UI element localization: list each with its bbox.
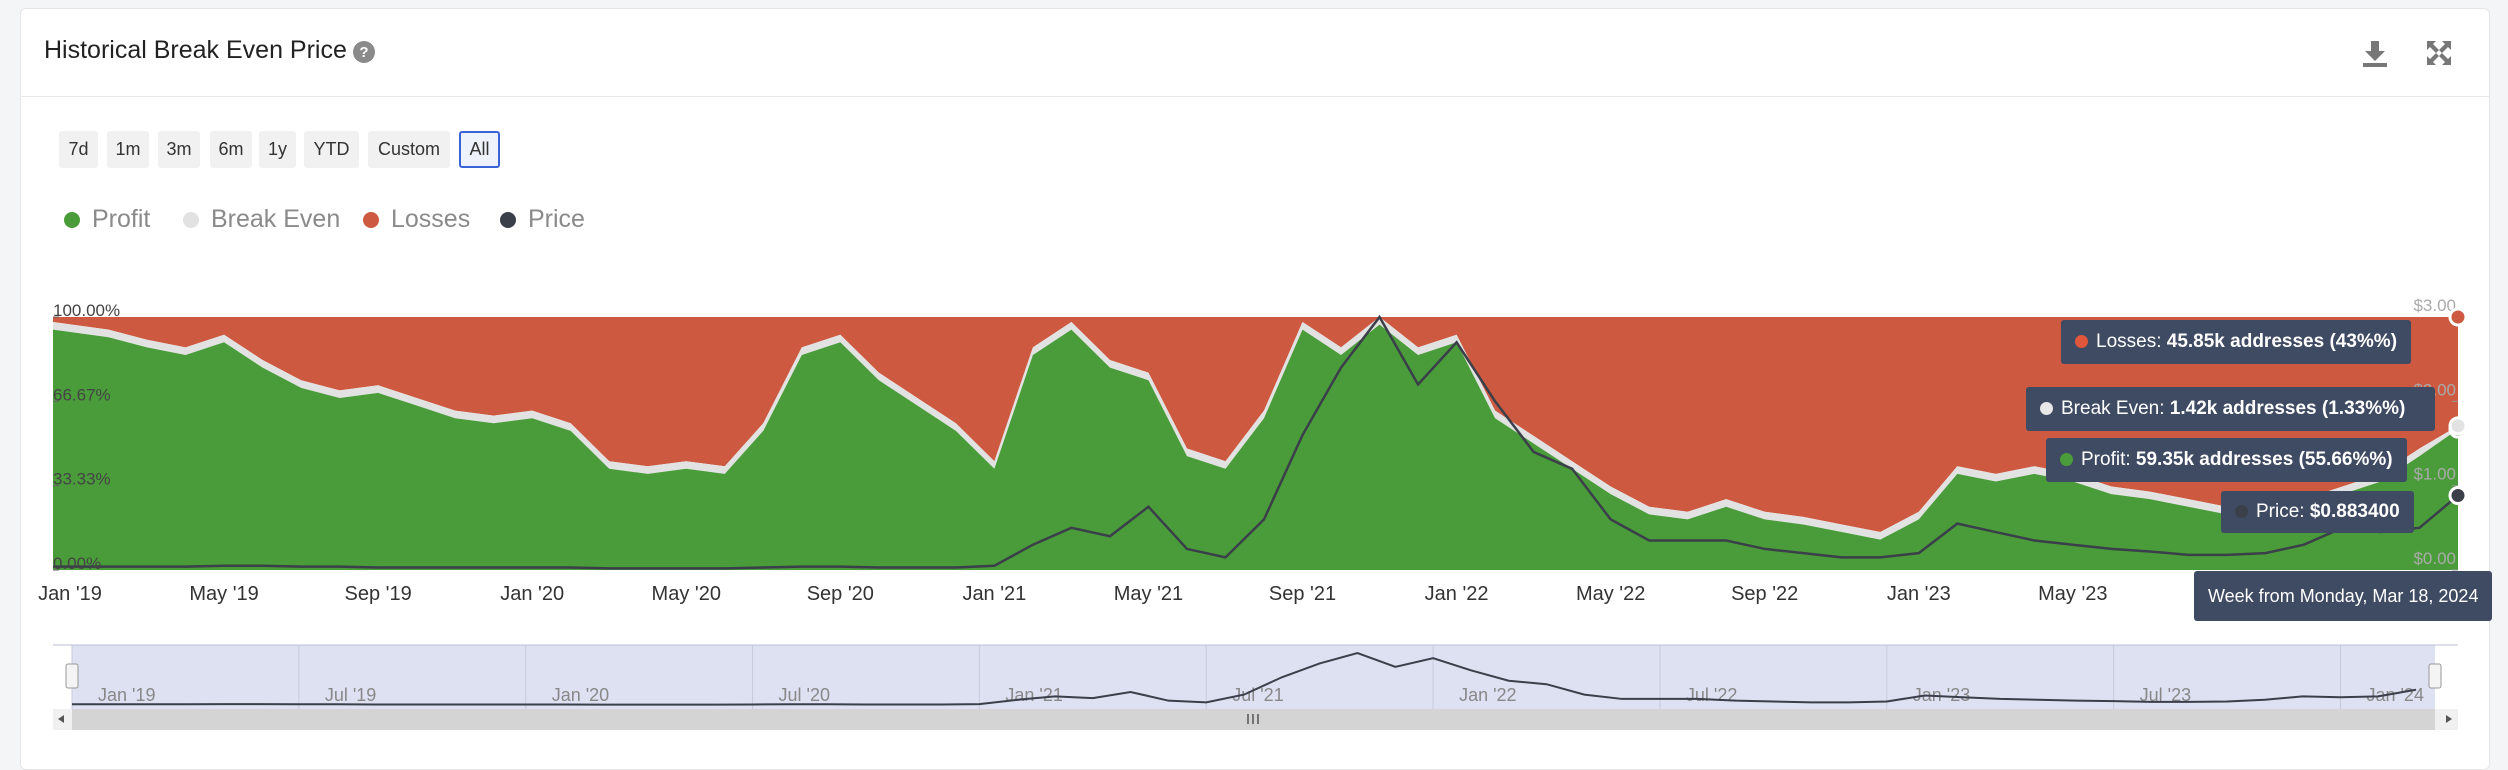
tooltip-label: Losses: <box>2096 331 2162 352</box>
range-button[interactable]: 1y <box>259 131 296 168</box>
x-tick-label: Jan '20 <box>500 583 564 605</box>
navigator-label: Jul '19 <box>325 685 376 705</box>
tooltip-price: Price: $0.883400 <box>2221 491 2414 533</box>
x-tick-label: Jan '21 <box>962 583 1026 605</box>
tooltip-value: 45.85k addresses (43%%) <box>2166 331 2398 352</box>
navigator-label: Jan '23 <box>1913 685 1970 705</box>
hover-marker <box>2448 307 2468 327</box>
x-tick-label: May '21 <box>1114 583 1183 605</box>
y2-tick-label: $1.00 <box>2413 465 2456 484</box>
divider <box>20 96 2490 97</box>
y2-tick-label: $3.00 <box>2413 296 2456 315</box>
legend-label: Price <box>528 205 585 233</box>
tooltip-value: 1.42k addresses (1.33%%) <box>2169 398 2406 419</box>
title: Historical Break Even Price <box>44 36 347 64</box>
x-tick-label: Jan '19 <box>38 583 102 605</box>
navigator-band <box>72 645 2435 709</box>
y-tick-label: 100.00% <box>53 301 120 320</box>
x-tick-label: May '22 <box>1576 583 1645 605</box>
x-tick-label: Sep '21 <box>1269 583 1336 605</box>
legend-item[interactable]: Losses <box>363 205 470 234</box>
price-line <box>53 314 2459 570</box>
legend-marker <box>64 212 80 228</box>
y-tick-label: 66.67% <box>53 385 111 404</box>
x-tick-label: May '23 <box>2038 583 2107 605</box>
area <box>53 324 2458 570</box>
navigator-label: Jul '21 <box>1232 685 1283 705</box>
range-button[interactable]: 7d <box>59 131 98 168</box>
y-tick-label: 33.33% <box>53 470 111 489</box>
legend-item[interactable]: Break Even <box>183 205 340 234</box>
legend-label: Losses <box>391 205 471 233</box>
y2-tick-label: $0.00 <box>2413 549 2456 568</box>
legend-label: Break Even <box>211 205 341 233</box>
navigator-line <box>72 651 2417 706</box>
download-icon[interactable] <box>2360 38 2390 68</box>
x-tick-label: May '20 <box>652 583 721 605</box>
tooltip-value: $0.883400 <box>2309 501 2400 522</box>
y-tick-label: 0.00% <box>53 554 101 573</box>
x-tick-label: Sep '22 <box>1731 583 1798 605</box>
navigator-label: Jul '20 <box>779 685 830 705</box>
tooltip-label: Profit: <box>2081 449 2131 470</box>
legend-item[interactable]: Price <box>500 205 585 234</box>
navigator-handle <box>65 663 79 689</box>
x-tick-label: Jan '23 <box>1887 583 1951 605</box>
navigator-label: Jan '20 <box>552 685 609 705</box>
navigator-label: Jan '24 <box>2366 685 2423 705</box>
tooltip-losses: Losses: 45.85k addresses (43%%) <box>2061 320 2412 364</box>
range-button[interactable]: Custom <box>368 131 450 168</box>
navigator-label: Jan '21 <box>1005 685 1062 705</box>
navigator-label: Jan '22 <box>1459 685 1516 705</box>
tooltip-label: Break Even: <box>2061 398 2165 419</box>
area <box>53 317 2458 533</box>
range-button[interactable]: All <box>459 131 500 168</box>
scroll-grip <box>1247 714 1259 724</box>
legend-marker <box>183 212 199 228</box>
fullscreen-icon[interactable] <box>2424 38 2454 68</box>
legend-marker <box>500 212 516 228</box>
area <box>53 317 2458 540</box>
tooltip-break-even: Break Even: 1.42k addresses (1.33%%) <box>2026 387 2436 431</box>
hover-marker <box>2448 485 2468 505</box>
x-tick-label: May '19 <box>189 583 258 605</box>
legend-marker <box>363 212 379 228</box>
range-button[interactable]: 6m <box>210 131 252 168</box>
legend-item[interactable]: Profit <box>64 205 150 234</box>
legend-label: Profit <box>92 205 151 233</box>
tooltip-profit: Profit: 59.35k addresses (55.66%%) <box>2046 438 2407 482</box>
help-icon[interactable]: ? <box>352 40 376 64</box>
x-tick-label: Sep '20 <box>807 583 874 605</box>
scroll-arrow-right <box>2446 715 2452 723</box>
tooltip-label: Price: <box>2256 501 2305 522</box>
hover-marker <box>2448 416 2468 436</box>
svg-text:?: ? <box>359 44 368 61</box>
navigator-label: Jul '23 <box>2140 685 2191 705</box>
tooltip-value: 59.35k addresses (55.66%%) <box>2135 449 2393 470</box>
range-button[interactable]: 1m <box>107 131 149 168</box>
range-button[interactable]: 3m <box>158 131 200 168</box>
x-tick-label: Jan '22 <box>1425 583 1489 605</box>
navigator-label: Jan '19 <box>98 685 155 705</box>
navigator-label: Jul '22 <box>1686 685 1737 705</box>
range-button[interactable]: YTD <box>304 131 359 168</box>
tooltip-date: Week from Monday, Mar 18, 2024 <box>2194 571 2493 621</box>
scroll-arrow-left <box>58 715 64 723</box>
navigator-handle <box>2428 663 2442 689</box>
x-tick-label: Sep '19 <box>345 583 412 605</box>
